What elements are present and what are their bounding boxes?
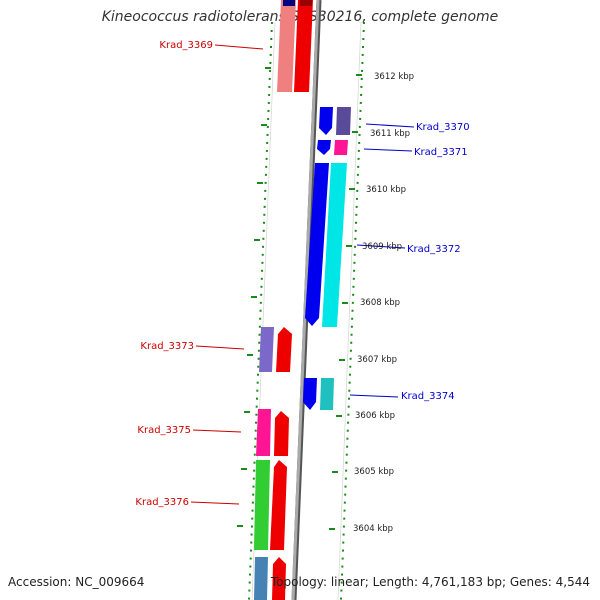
gene-krad-3369[interactable] bbox=[277, 0, 313, 92]
genome-axis bbox=[291, 0, 320, 600]
leader-line-krad-3375 bbox=[192, 429, 242, 433]
leader-line-krad-3372 bbox=[356, 244, 406, 249]
gene-type-block bbox=[254, 557, 268, 600]
tick-label: 3607 kbp bbox=[357, 355, 397, 365]
accession-text: Accession: NC_009664 bbox=[8, 575, 145, 589]
leader-line-krad-3370 bbox=[365, 123, 415, 128]
frame-left-dotted-line bbox=[248, 21, 273, 600]
gene-type-block bbox=[254, 460, 270, 550]
gene-leader-lines bbox=[190, 44, 415, 505]
gene-krad-3375[interactable] bbox=[256, 409, 289, 456]
gene-label-krad-3373[interactable]: Krad_3373 bbox=[140, 341, 194, 352]
gene-cds-arrow bbox=[272, 557, 286, 600]
gene-krad-3371[interactable] bbox=[317, 140, 348, 155]
left-frame-ticks bbox=[237, 67, 271, 527]
tick-label: 3611 kbp bbox=[370, 129, 410, 139]
gene-cds-arrow bbox=[270, 460, 287, 550]
gene-cds-arrow bbox=[305, 163, 329, 326]
leader-line-krad-3371 bbox=[363, 148, 413, 152]
gene-label-krad-3374[interactable]: Krad_3374 bbox=[401, 391, 455, 402]
frame-right-thin-line bbox=[337, 21, 362, 600]
gene-label-krad-3369[interactable]: Krad_3369 bbox=[159, 40, 213, 51]
tick-label: 3610 kbp bbox=[366, 185, 406, 195]
gene-label-krad-3376[interactable]: Krad_3376 bbox=[135, 497, 189, 508]
topology-text: Topology: linear; Length: 4,761,183 bp; … bbox=[270, 575, 590, 589]
tick-label: 3608 kbp bbox=[360, 298, 400, 308]
leader-line-krad-3374 bbox=[349, 394, 399, 398]
tick-label: 3605 kbp bbox=[354, 467, 394, 477]
gene-cds-arrow bbox=[276, 327, 292, 372]
gene-label-krad-3372[interactable]: Krad_3372 bbox=[407, 244, 461, 255]
frame-right-dotted-line bbox=[340, 21, 365, 600]
leader-line-krad-3369 bbox=[214, 44, 264, 50]
gene-type-block bbox=[336, 107, 351, 135]
gene-cds-arrow bbox=[303, 378, 317, 410]
gene-type-block bbox=[320, 378, 334, 410]
tick-label: 3604 kbp bbox=[353, 524, 393, 534]
tick-label: 3606 kbp bbox=[355, 411, 395, 421]
gene-type-block bbox=[259, 327, 274, 372]
gene-krad-3373[interactable] bbox=[259, 327, 292, 372]
gene-label-krad-3370[interactable]: Krad_3370 bbox=[416, 122, 470, 133]
right-frame-ticks bbox=[329, 74, 362, 530]
gene-cds-arrow bbox=[319, 107, 333, 135]
gene-label-krad-3371[interactable]: Krad_3371 bbox=[414, 147, 468, 158]
gene-cds-arrow bbox=[317, 140, 331, 155]
gene-krad-3370[interactable] bbox=[319, 107, 351, 135]
tick-label: 3612 kbp bbox=[374, 72, 414, 82]
gene-label-krad-3375[interactable]: Krad_3375 bbox=[137, 425, 191, 436]
tick-label: 3609 kbp bbox=[362, 242, 402, 252]
leader-line-krad-3373 bbox=[195, 345, 245, 350]
gene-krad-3374[interactable] bbox=[303, 378, 334, 410]
gene-type-block bbox=[256, 409, 271, 456]
gene-krad-3376[interactable] bbox=[254, 460, 287, 550]
gene-type-block bbox=[277, 0, 296, 92]
gene-bottom-partial bbox=[254, 557, 286, 600]
gene-type-block bbox=[334, 140, 348, 155]
gene-top-dark-block bbox=[300, 0, 312, 6]
coordinate-labels: 3612 kbp 3611 kbp 3610 kbp 3609 kbp 3608… bbox=[353, 72, 414, 534]
gene-labels: Krad_3369 Krad_3370 Krad_3371 Krad_3372 … bbox=[135, 40, 469, 508]
gene-krad-3372[interactable] bbox=[305, 163, 347, 327]
gene-top-dark-block bbox=[283, 0, 295, 6]
leader-line-krad-3376 bbox=[190, 501, 240, 505]
gene-cds-block bbox=[294, 0, 313, 92]
gene-type-block bbox=[322, 163, 347, 327]
gene-cds-arrow bbox=[274, 411, 289, 456]
